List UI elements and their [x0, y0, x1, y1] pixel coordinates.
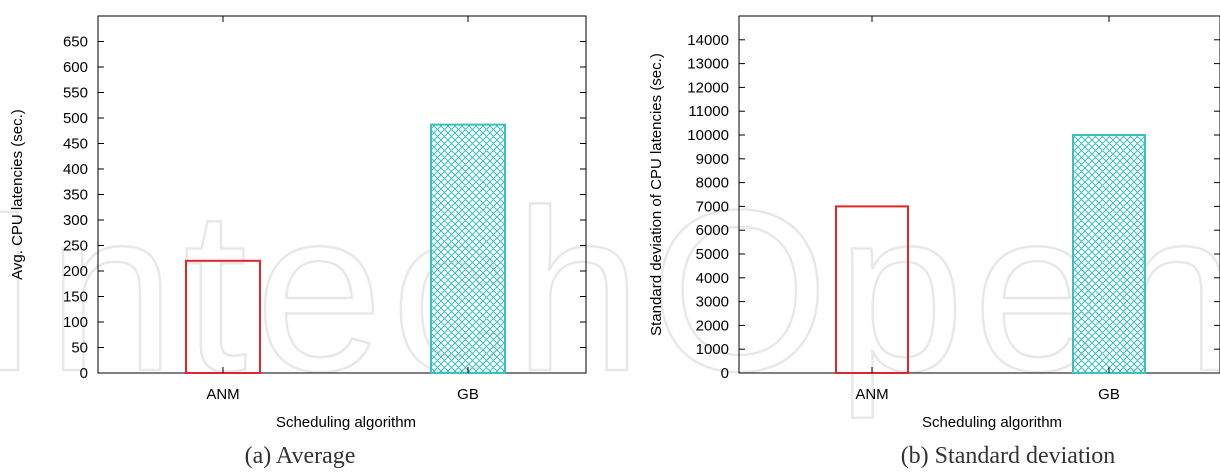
x-tick-label: ANM: [206, 386, 239, 403]
y-tick-label: 400: [63, 161, 88, 178]
y-tick-label: 550: [63, 85, 88, 102]
y-tick-label: 150: [63, 289, 88, 306]
y-tick-label: 14000: [687, 32, 729, 49]
y-tick-label: 9000: [696, 151, 729, 168]
chart-average: 0 50 100 150 200 250 300 350 400 450 500 550 600 650 A…: [9, 15, 587, 469]
y-tick-label: 3000: [696, 294, 729, 311]
y-tick-label: 8000: [696, 175, 729, 192]
y-tick-label: 300: [63, 212, 88, 229]
y-tick-label: 50: [71, 340, 88, 357]
y-axis-title: Standard deviation of CPU latencies (sec…: [648, 53, 665, 336]
chart-standard-deviation: 0 1000 2000 3000 4000 5000 6000 7000 8000 9000 100…: [648, 15, 1220, 469]
y-tick-label: 0: [721, 365, 729, 382]
figure-caption: (a) Average: [245, 443, 356, 469]
bar-gb: [430, 123, 506, 374]
y-axis-title: Avg. CPU latencies (sec.): [9, 109, 26, 280]
plot-frame: [738, 15, 1220, 374]
y-tick-label: 12000: [687, 79, 729, 96]
y-tick-label: 10000: [687, 127, 729, 144]
y-tick-label: 500: [63, 110, 88, 127]
y-tick-label: 6000: [696, 222, 729, 239]
y-tick-label: 250: [63, 238, 88, 255]
x-axis-title: Scheduling algorithm: [922, 414, 1062, 431]
x-tick-label: GB: [1098, 386, 1120, 403]
watermark-logo: IntechOpen: [0, 161, 1220, 421]
y-tick-label: 0: [80, 365, 88, 382]
y-tick-label: 1000: [696, 341, 729, 358]
y-tick-label: 7000: [696, 198, 729, 215]
y-tick-label: 600: [63, 59, 88, 76]
y-tick-label: 2000: [696, 317, 729, 334]
figure-caption: (b) Standard deviation: [901, 443, 1116, 469]
y-tick-label: 450: [63, 136, 88, 153]
bar-gb: [1072, 134, 1146, 374]
x-tick-label: GB: [457, 386, 479, 403]
y-tick-label: 350: [63, 187, 88, 204]
y-tick-label: 11000: [688, 103, 729, 120]
y-tick-label: 13000: [687, 56, 729, 73]
x-axis-title: Scheduling algorithm: [276, 414, 416, 431]
y-tick-label: 100: [63, 314, 88, 331]
y-tick-label: 200: [63, 263, 88, 280]
svg-text:IntechOpen: IntechOpen: [0, 162, 1220, 419]
y-tick-label: 650: [63, 34, 88, 51]
y-tick-label: 5000: [696, 246, 729, 263]
y-tick-label: 4000: [696, 270, 729, 287]
x-tick-label: ANM: [855, 386, 888, 403]
